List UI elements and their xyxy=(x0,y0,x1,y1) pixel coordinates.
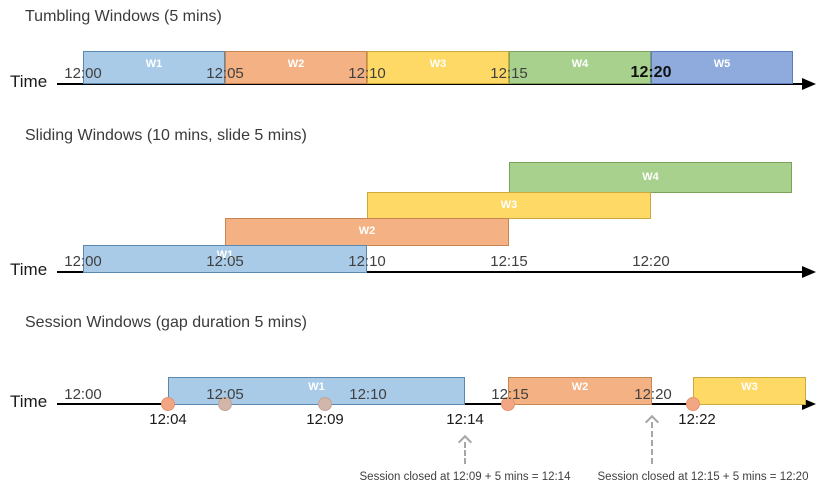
session-window-w2: W2 xyxy=(508,377,652,405)
tumbling-time-axis-label: Time xyxy=(10,72,48,91)
event-label-1209: 12:09 xyxy=(306,411,344,428)
sliding-axis-arrowhead-icon xyxy=(802,266,816,278)
session-window-w1: W1 xyxy=(168,377,465,405)
session-window-w1-label: W1 xyxy=(308,381,325,393)
sliding-window-w3-label: W3 xyxy=(500,199,518,211)
session-tick-1220: 12:20 xyxy=(634,386,672,403)
tumbling-window-w2-label: W2 xyxy=(287,58,305,70)
session-window-w3: W3 xyxy=(693,377,806,405)
sliding-tick-1215: 12:15 xyxy=(490,253,528,270)
sliding-tick-1210: 12:10 xyxy=(348,253,386,270)
tumbling-window-w5-label: W5 xyxy=(713,58,731,70)
session-window-w3-label: W3 xyxy=(741,381,758,393)
tumbling-window-w1: W1 xyxy=(83,51,225,84)
session-closed-annotation-1: Session closed at 12:09 + 5 mins = 12:14 xyxy=(359,471,571,483)
sliding-window-w2: W2 xyxy=(225,218,509,246)
session-closed-annotation-2: Session closed at 12:15 + 5 mins = 12:20 xyxy=(597,471,809,483)
sliding-tick-1220: 12:20 xyxy=(632,253,670,270)
event-dot-1209 xyxy=(318,397,332,411)
session-time-axis-label: Time xyxy=(10,392,48,411)
sliding-window-w4: W4 xyxy=(509,162,792,193)
sliding-time-axis-label: Time xyxy=(10,260,48,279)
event-dot-1204 xyxy=(161,397,175,411)
tumbling-window-w4: W4 xyxy=(509,51,651,84)
tumbling-window-w1-label: W1 xyxy=(145,58,163,70)
sliding-window-w1: W1 xyxy=(83,245,367,273)
session-tick-1200: 12:00 xyxy=(64,386,102,403)
tumbling-title: Tumbling Windows (5 mins) xyxy=(25,8,222,25)
sliding-tick-1200: 12:00 xyxy=(64,253,102,270)
tumbling-window-w5: W5 xyxy=(651,51,793,84)
session-tick-1215: 12:15 xyxy=(491,386,529,403)
event-dot-1205 xyxy=(218,397,232,411)
event-dot-1215 xyxy=(501,397,515,411)
tumbling-window-w3-label: W3 xyxy=(429,58,447,70)
sliding-window-w2-label: W2 xyxy=(358,225,376,237)
annotation-arrow-line xyxy=(651,422,653,464)
session-title: Session Windows (gap duration 5 mins) xyxy=(25,314,307,331)
event-label-1204: 12:04 xyxy=(149,411,187,428)
sliding-window-w3: W3 xyxy=(367,192,651,219)
tumbling-window-w4-label: W4 xyxy=(571,58,589,70)
tumbling-tick-1200: 12:00 xyxy=(64,65,102,82)
tumbling-axis-arrowhead-icon xyxy=(802,78,816,90)
session-tick-1205: 12:05 xyxy=(206,386,244,403)
event-label-1222: 12:22 xyxy=(678,411,716,428)
tumbling-tick-1220: 12:20 xyxy=(630,64,672,81)
sliding-title: Sliding Windows (10 mins, slide 5 mins) xyxy=(25,127,307,144)
session-tick-1210: 12:10 xyxy=(349,386,387,403)
event-label-1214: 12:14 xyxy=(446,411,484,428)
tumbling-tick-1205: 12:05 xyxy=(206,65,244,82)
tumbling-window-w3: W3 xyxy=(367,51,509,84)
annotation-arrow-line xyxy=(464,442,466,464)
sliding-tick-1205: 12:05 xyxy=(206,253,244,270)
tumbling-window-w2: W2 xyxy=(225,51,367,84)
sliding-window-w4-label: W4 xyxy=(642,171,659,183)
tumbling-time-axis xyxy=(57,83,808,85)
event-dot-1221 xyxy=(686,397,700,411)
tumbling-tick-1215: 12:15 xyxy=(490,65,528,82)
sliding-time-axis xyxy=(57,271,808,273)
tumbling-tick-1210: 12:10 xyxy=(348,65,386,82)
sliding-window-w1-label: W1 xyxy=(216,249,234,261)
session-window-w2-label: W2 xyxy=(571,381,589,393)
